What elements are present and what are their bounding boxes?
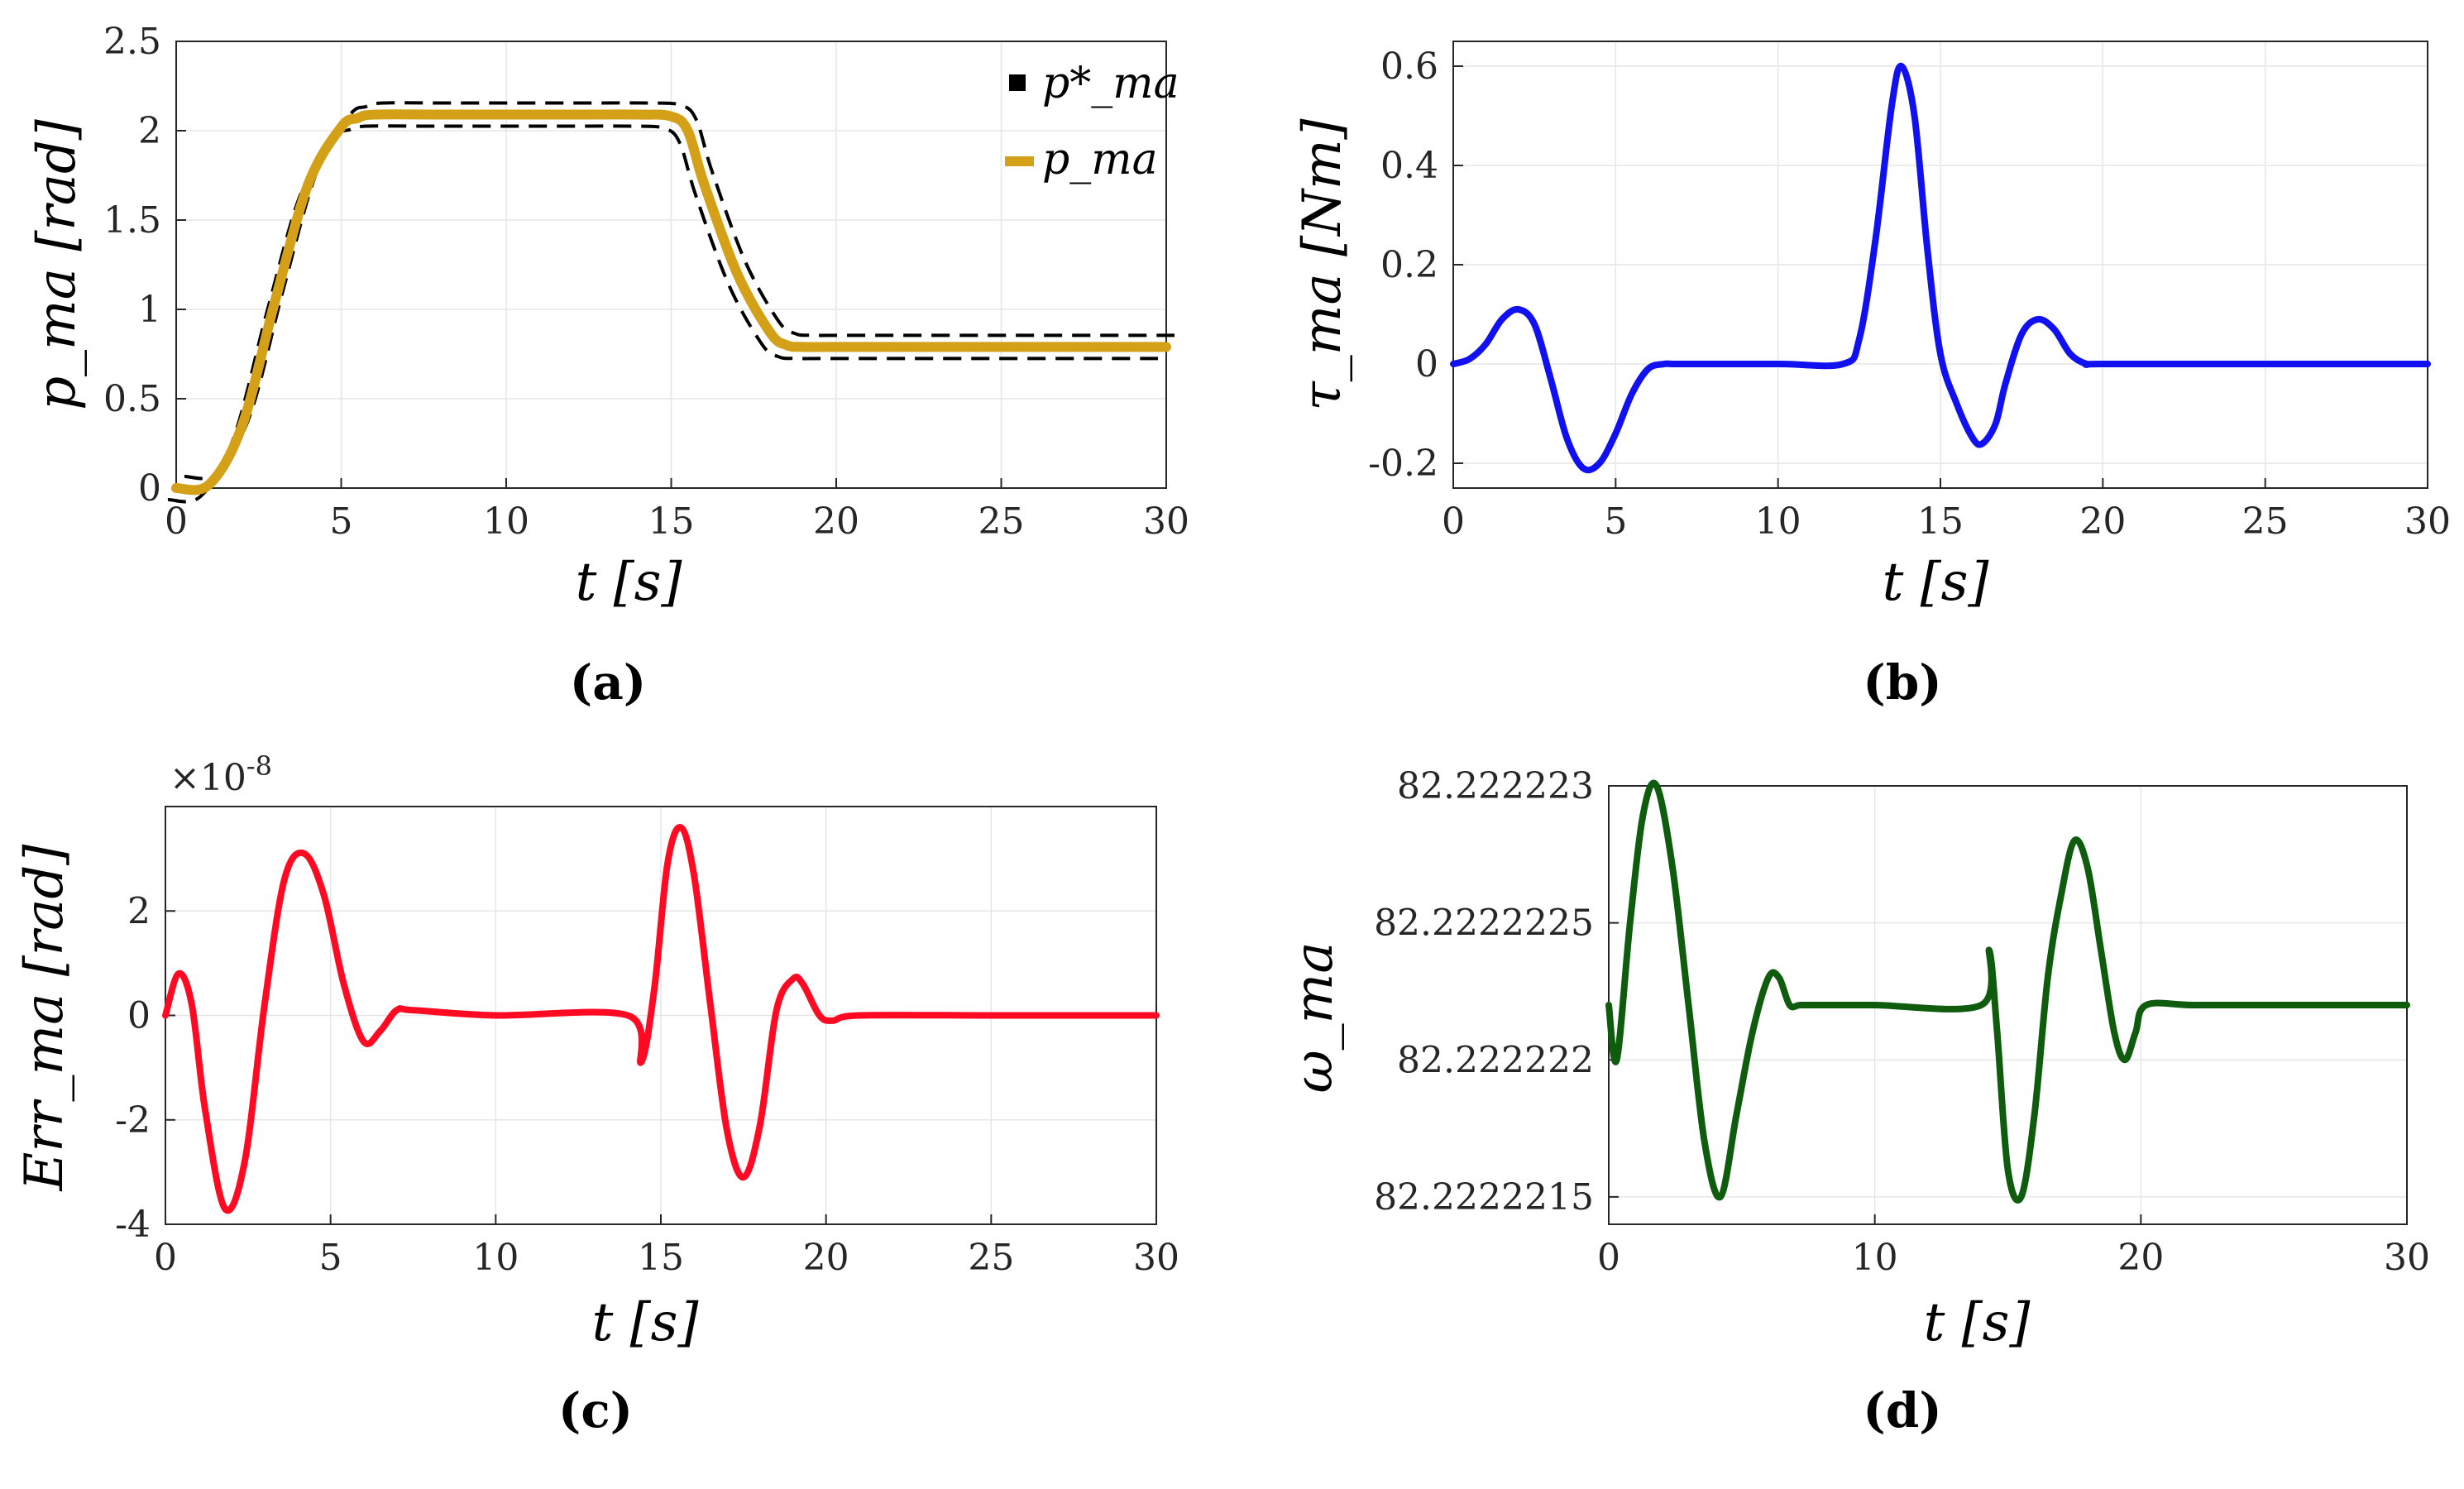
x-axis-label: t [s] — [1924, 1292, 2031, 1353]
panel-caption: (c) — [558, 1382, 633, 1439]
y-tick-label: 2 — [127, 890, 151, 932]
x-tick-label: 15 — [1917, 500, 1964, 543]
x-tick-label: 0 — [154, 1237, 177, 1279]
y-axis-label: Err_ma [rad] — [14, 844, 75, 1192]
x-tick-label: 25 — [978, 500, 1025, 543]
y-tick-label: 0.4 — [1380, 145, 1438, 187]
y-tick-label: 0 — [138, 467, 161, 510]
x-tick-label: 30 — [1133, 1237, 1179, 1279]
x-tick-label: 10 — [1852, 1237, 1898, 1279]
x-tick-label: 30 — [2384, 1237, 2430, 1279]
x-axis-label: t [s] — [592, 1292, 700, 1353]
panel-caption: (b) — [1863, 654, 1941, 711]
legend-label-reference: p*_ma — [1042, 59, 1179, 108]
y-tick-label: 0 — [1415, 343, 1438, 385]
y-exponent-label: ×10-8 — [170, 750, 272, 799]
x-tick-label: 0 — [1442, 500, 1465, 543]
reference-band-upper — [184, 101, 1175, 481]
series-line — [1450, 62, 2431, 474]
x-tick-label: 20 — [2079, 500, 2126, 543]
y-tick-label: -4 — [115, 1204, 151, 1246]
y-axis-label: ω_ma — [1284, 941, 1345, 1093]
x-tick-label: 30 — [1143, 500, 1189, 543]
panel-caption: (d) — [1863, 1382, 1941, 1439]
legend-label-actual: p_ma — [1042, 135, 1158, 184]
x-axis-label: t [s] — [576, 552, 683, 613]
y-tick-label: 2 — [138, 110, 161, 152]
y-tick-label: 82.222222 — [1397, 1039, 1594, 1081]
x-tick-label: 25 — [968, 1237, 1014, 1279]
y-tick-label: -2 — [115, 1099, 151, 1142]
series-line — [1605, 779, 2410, 1204]
x-tick-label: 20 — [2117, 1237, 2164, 1279]
series-line — [171, 109, 1171, 496]
y-tick-label: 1.5 — [103, 199, 161, 242]
y-tick-label: 82.222223 — [1397, 765, 1594, 807]
y-exponent-power: -8 — [246, 750, 272, 782]
panel-b: 0 5 10 15 20 25 30-0.200.20.40.6t [s]τ_ma [Nm]… — [1292, 41, 2451, 711]
x-tick-label: 20 — [813, 500, 859, 543]
x-tick-label: 15 — [648, 500, 695, 543]
x-tick-label: 25 — [2242, 500, 2289, 543]
panel-c: 0 5 10 15 20 25 30 -4 -2 0 2 ×10-8 t [s] Err_ma [rad]… — [14, 750, 1179, 1439]
x-tick-label: 15 — [638, 1237, 684, 1279]
panel-a: 0 5 10 15 20 25 30 0 0.5 1 1.5 2 2.5 p*_ma p_mat [s] p_… — [26, 21, 1189, 711]
y-tick-label: 1 — [138, 289, 161, 331]
panel-caption: (a) — [570, 654, 646, 711]
x-tick-label: 0 — [165, 500, 188, 543]
y-tick-label: 82.2222225 — [1374, 902, 1594, 945]
y-tick-label: 82.2222215 — [1374, 1176, 1594, 1218]
x-tick-label: 20 — [803, 1237, 849, 1279]
y-axis-label: τ_ma [Nm] — [1292, 117, 1353, 410]
x-tick-label: 5 — [330, 500, 353, 543]
x-tick-label: 10 — [1755, 500, 1801, 543]
x-tick-label: 0 — [1597, 1237, 1620, 1279]
x-tick-label: 30 — [2404, 500, 2451, 543]
y-tick-label: 0.6 — [1380, 45, 1438, 88]
x-tick-label: 5 — [1604, 500, 1627, 543]
x-axis-label: t [s] — [1883, 552, 1990, 613]
y-tick-label: 0.2 — [1380, 244, 1438, 286]
y-tick-label: 0.5 — [103, 378, 161, 420]
legend-marker-reference — [1009, 74, 1026, 91]
y-tick-label: 2.5 — [103, 21, 161, 63]
y-tick-label: -0.2 — [1368, 443, 1438, 485]
reference-band-lower — [167, 124, 1158, 504]
series-line — [162, 824, 1160, 1214]
y-axis-label: p_ma [rad] — [26, 118, 88, 410]
x-tick-label: 10 — [483, 500, 529, 543]
x-tick-label: 5 — [319, 1237, 342, 1279]
panel-d: 0 10 20 30 82.2222215 82.222222 82.2222225 82.2… — [1284, 765, 2430, 1439]
x-tick-label: 10 — [472, 1237, 519, 1279]
y-tick-label: 0 — [127, 995, 151, 1037]
